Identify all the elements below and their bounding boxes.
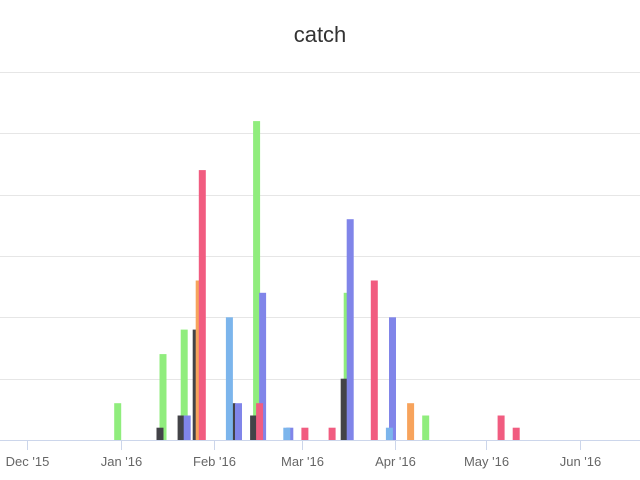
bar[interactable]	[177, 415, 185, 441]
bar[interactable]	[250, 415, 258, 441]
x-tick-label: May '16	[464, 454, 509, 469]
bar[interactable]	[497, 415, 505, 441]
bar[interactable]	[328, 427, 336, 440]
bar[interactable]	[422, 415, 430, 441]
x-tick-label: Apr '16	[375, 454, 416, 469]
bar[interactable]	[225, 317, 233, 440]
bar[interactable]	[114, 403, 122, 440]
x-tick-label: Feb '16	[193, 454, 236, 469]
bar[interactable]	[407, 403, 415, 440]
bar[interactable]	[259, 292, 267, 440]
x-tick-label: Mar '16	[281, 454, 324, 469]
bar[interactable]	[385, 427, 393, 440]
bar[interactable]	[180, 329, 188, 440]
x-tick-label: Jan '16	[101, 454, 143, 469]
bar[interactable]	[283, 427, 291, 440]
x-axis: Dec '15 Jan '16 Feb '16 Mar '16 Apr '16 May '…	[0, 440, 640, 469]
bar[interactable]	[253, 121, 261, 440]
bar[interactable]	[340, 378, 348, 440]
bar[interactable]	[156, 427, 164, 440]
bar[interactable]	[256, 403, 264, 440]
bar[interactable]	[159, 354, 167, 440]
gridlines	[0, 72, 640, 380]
bar[interactable]	[301, 427, 309, 440]
bar[interactable]	[346, 219, 354, 440]
bar[interactable]	[389, 317, 396, 440]
bar[interactable]	[512, 427, 520, 440]
bar[interactable]	[235, 403, 242, 440]
bar[interactable]	[370, 280, 378, 441]
chart-title: catch	[293, 22, 347, 47]
bar[interactable]	[198, 170, 206, 440]
bar-series	[114, 121, 520, 440]
x-tick-label: Jun '16	[560, 454, 602, 469]
x-tick-label: Dec '15	[6, 454, 50, 469]
bar[interactable]	[183, 415, 191, 441]
